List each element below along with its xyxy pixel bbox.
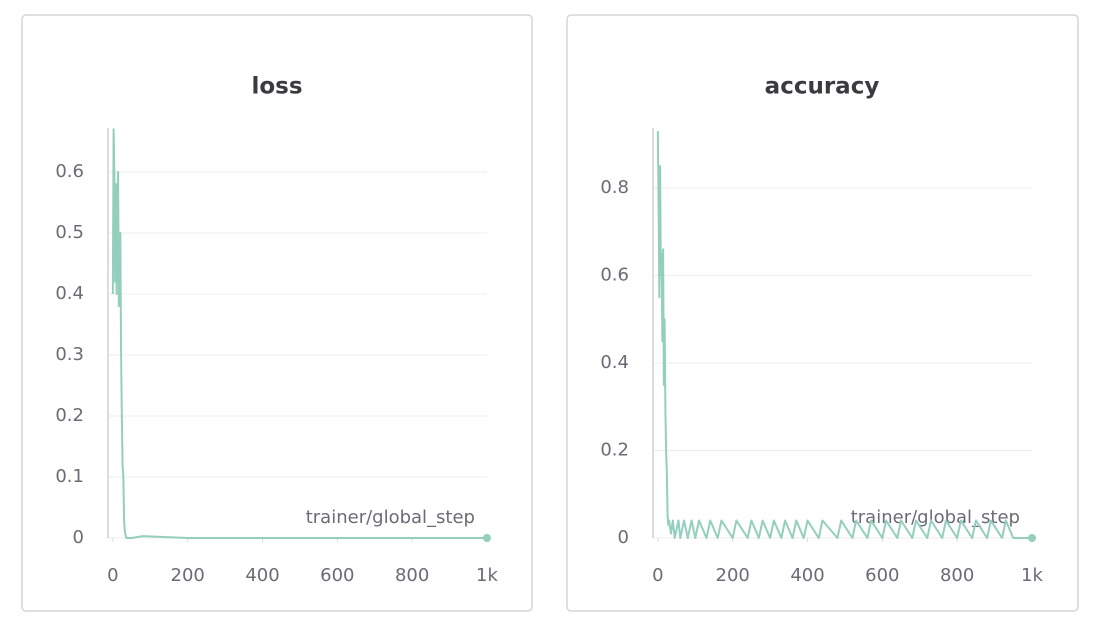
x-tick-label: 600 bbox=[865, 565, 899, 586]
x-tick-label: 800 bbox=[395, 565, 429, 586]
line-series bbox=[656, 131, 1032, 539]
x-tick-label: 800 bbox=[940, 565, 974, 586]
y-tick-label: 0.3 bbox=[55, 344, 84, 365]
y-tick-label: 0.6 bbox=[55, 161, 84, 182]
x-axis-label: trainer/global_step bbox=[306, 507, 475, 528]
y-tick-label: 0 bbox=[618, 527, 629, 548]
x-tick-label: 1k bbox=[1021, 565, 1043, 586]
panel bbox=[566, 14, 1079, 612]
y-tick-label: 0.4 bbox=[600, 352, 629, 373]
end-marker bbox=[483, 534, 491, 542]
x-tick-label: 600 bbox=[320, 565, 354, 586]
y-tick-label: 0.6 bbox=[600, 264, 629, 285]
y-tick-label: 0.4 bbox=[55, 283, 84, 304]
x-tick-label: 400 bbox=[790, 565, 824, 586]
x-tick-label: 200 bbox=[716, 565, 750, 586]
x-tick-label: 200 bbox=[171, 565, 205, 586]
y-tick-label: 0.1 bbox=[55, 466, 84, 487]
line-series bbox=[111, 128, 487, 539]
chart-title: accuracy bbox=[765, 74, 880, 100]
panel bbox=[21, 14, 533, 612]
y-tick-label: 0.2 bbox=[55, 405, 84, 426]
y-tick-label: 0.2 bbox=[600, 439, 629, 460]
x-tick-label: 400 bbox=[245, 565, 279, 586]
end-marker bbox=[1028, 534, 1036, 542]
x-tick-label: 0 bbox=[652, 565, 663, 586]
x-tick-label: 0 bbox=[107, 565, 118, 586]
y-tick-label: 0.5 bbox=[55, 222, 84, 243]
chart-title: loss bbox=[251, 74, 302, 100]
x-tick-label: 1k bbox=[476, 565, 498, 586]
y-tick-label: 0 bbox=[73, 527, 84, 548]
y-tick-label: 0.8 bbox=[600, 177, 629, 198]
